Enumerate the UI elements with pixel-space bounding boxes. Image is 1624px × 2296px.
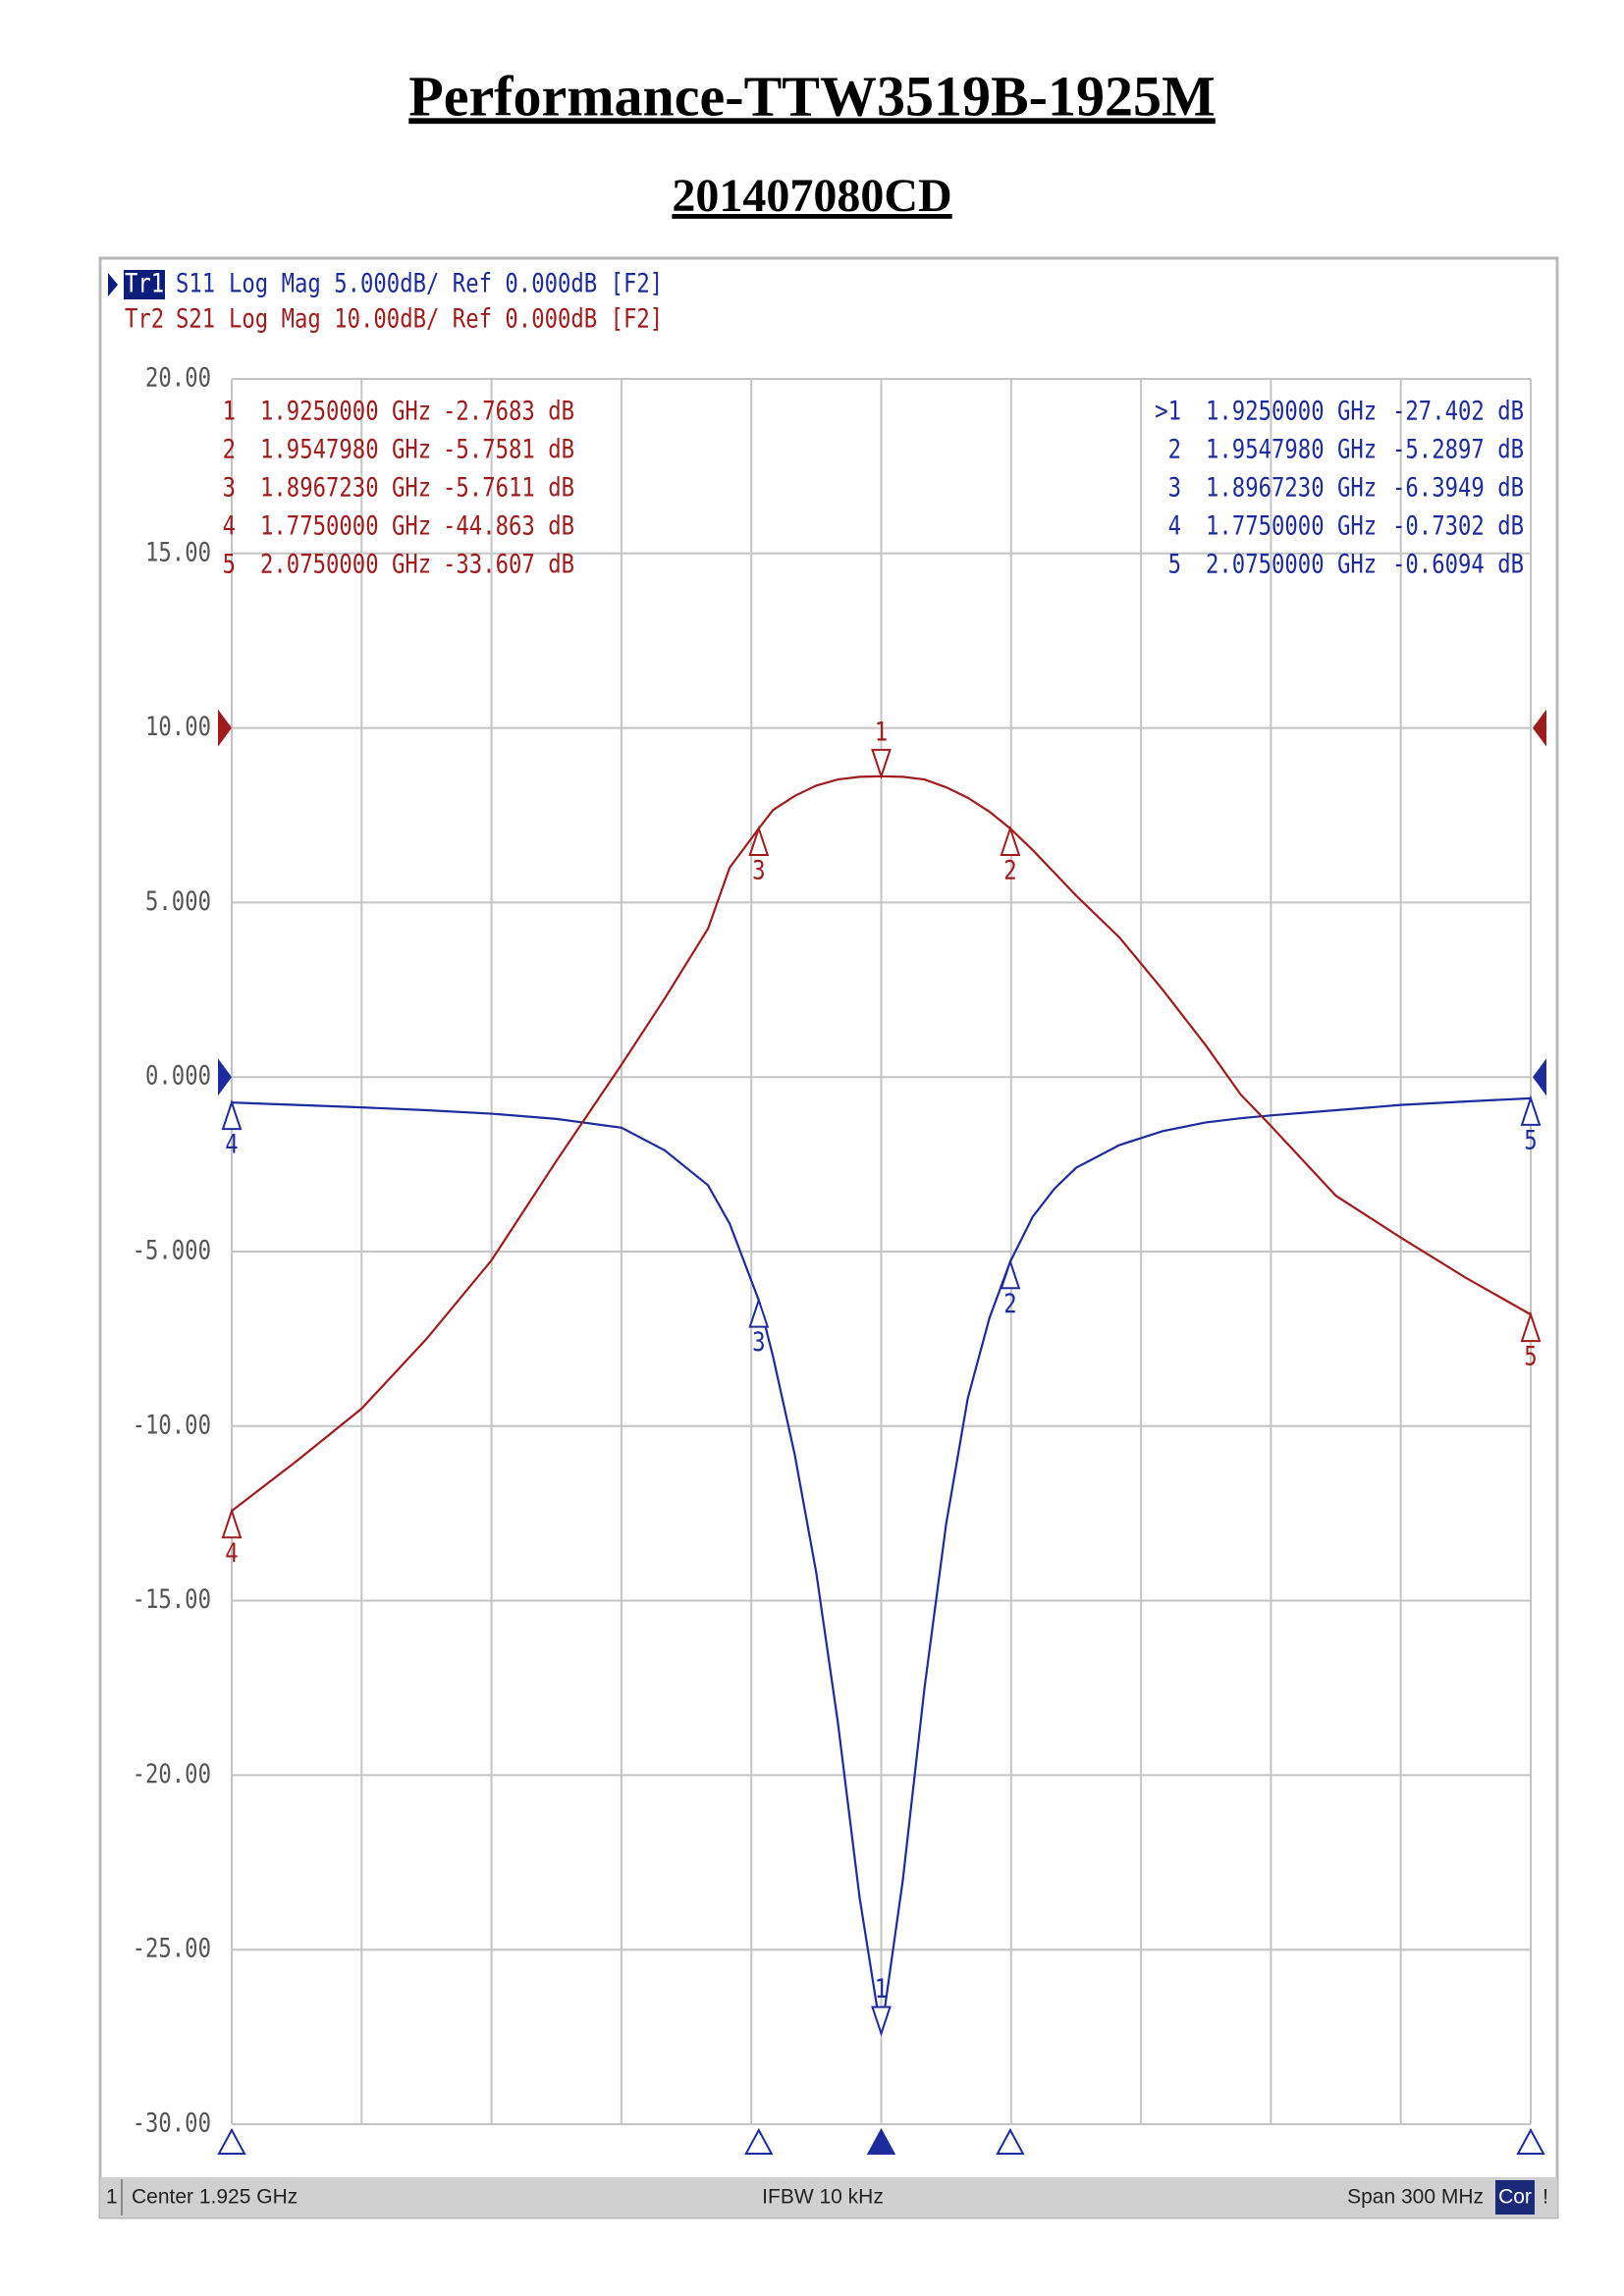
marker-table-value: -5.7581 dB (443, 435, 574, 465)
marker-number: 2 (1003, 855, 1016, 885)
marker-triangle (748, 1297, 770, 1328)
y-tick-label: -25.00 (133, 1934, 211, 1964)
stimulus-marker (996, 2127, 1025, 2155)
marker-triangle (1520, 1095, 1542, 1126)
reference-arrow-left (218, 1058, 232, 1096)
marker-table-frequency: 1.9547980 GHz (1206, 435, 1377, 465)
reference-arrow-right (1533, 709, 1546, 747)
y-tick-label: -10.00 (133, 1410, 211, 1440)
status-flag: ! (1543, 2186, 1548, 2209)
marker-table-label: 3 (223, 473, 236, 504)
y-tick-label: 10.00 (145, 712, 211, 742)
y-tick-label: 0.000 (145, 1061, 211, 1092)
marker-table-label: 5 (1168, 550, 1181, 580)
marker-table-label: 5 (223, 550, 236, 580)
status-correction: Cor (1498, 2186, 1532, 2209)
marker-number: 4 (225, 1538, 238, 1569)
status-span: Span 300 MHz (1347, 2186, 1484, 2209)
active-trace-pointer (108, 273, 118, 296)
correction-box (1495, 2180, 1535, 2215)
marker-triangle (871, 2005, 892, 2037)
marker-table-value: -0.7302 dB (1392, 511, 1524, 542)
marker-table-frequency: 2.0750000 GHz (260, 550, 431, 580)
marker-table-label: 1 (223, 397, 236, 427)
stimulus-marker (744, 2127, 774, 2155)
analyzer-frame (98, 256, 1559, 2219)
y-tick-label: 15.00 (145, 537, 211, 567)
marker-table-value: -27.402 dB (1392, 397, 1524, 427)
page-title: Performance-TTW3519B-1925M (408, 64, 1215, 128)
y-tick-label: -20.00 (133, 1759, 211, 1789)
marker-triangle (221, 1099, 243, 1131)
marker-table-frequency: 1.7750000 GHz (1206, 511, 1377, 542)
marker-table-frequency: 1.9250000 GHz (260, 397, 431, 427)
marker-number: 5 (1524, 1342, 1537, 1372)
reference-arrow-left (218, 709, 232, 747)
marker-table-frequency: 1.9250000 GHz (1206, 397, 1377, 427)
marker-number: 3 (752, 1327, 765, 1358)
marker-table-frequency: 1.7750000 GHz (260, 511, 431, 542)
trace-format: Log Mag 5.000dB/ Ref 0.000dB [F2] (229, 269, 663, 299)
active-trace-box (124, 270, 165, 299)
marker-table-frequency: 1.8967230 GHz (260, 473, 431, 504)
stimulus-marker (1516, 2127, 1545, 2155)
marker-table-label: >1 (1155, 397, 1181, 427)
marker-table-label: 4 (1168, 511, 1181, 542)
trace-format: Log Mag 10.00dB/ Ref 0.000dB [F2] (229, 304, 663, 335)
y-tick-label: -5.000 (133, 1236, 211, 1266)
marker-table-frequency: 2.0750000 GHz (1206, 550, 1377, 580)
marker-table-label: 3 (1168, 473, 1181, 504)
marker-table-value: -5.2897 dB (1392, 435, 1524, 465)
legend-entry: S21 (176, 304, 215, 335)
y-tick-label: -15.00 (133, 1584, 211, 1615)
marker-triangle (748, 825, 770, 857)
marker-triangle (1000, 1258, 1021, 1290)
status-center: Center 1.925 GHz (132, 2186, 298, 2209)
y-tick-label: -30.00 (133, 2109, 211, 2139)
marker-table-frequency: 1.8967230 GHz (1206, 473, 1377, 504)
marker-table-value: -33.607 dB (443, 550, 574, 580)
reference-arrow-right (1533, 1058, 1546, 1096)
legend-entry: S11 (176, 269, 215, 299)
marker-table-label: 2 (223, 435, 236, 465)
trace-id: Tr1 (125, 269, 164, 299)
marker-number: 1 (875, 1974, 888, 2004)
trace-line (231, 774, 1532, 1513)
y-tick-label: 20.00 (145, 363, 211, 394)
marker-table-value: -5.7611 dB (443, 473, 574, 504)
marker-number: 2 (1003, 1289, 1016, 1319)
marker-triangle (221, 1508, 243, 1539)
trace-id: Tr2 (125, 304, 164, 335)
marker-table-label: 4 (223, 511, 236, 542)
marker-triangle (1000, 825, 1021, 856)
marker-triangle (1520, 1310, 1542, 1343)
status-bar (100, 2177, 1557, 2217)
marker-table-frequency: 1.9547980 GHz (260, 435, 431, 465)
status-channel: 1 (106, 2186, 118, 2209)
marker-number: 3 (752, 856, 765, 886)
trace-line (231, 1096, 1532, 2034)
marker-number: 5 (1524, 1125, 1537, 1155)
marker-number: 4 (225, 1130, 238, 1160)
marker-table-label: 2 (1168, 435, 1181, 465)
stimulus-marker (217, 2127, 246, 2155)
marker-triangle (871, 748, 892, 779)
y-tick-label: 5.000 (145, 886, 211, 917)
marker-number: 1 (875, 717, 888, 747)
marker-table-value: -44.863 dB (443, 511, 574, 542)
status-ifbw: IFBW 10 kHz (762, 2186, 884, 2209)
marker-table-value: -6.3949 dB (1392, 473, 1524, 504)
marker-table-value: -2.7683 dB (443, 397, 574, 427)
stimulus-marker (866, 2127, 896, 2155)
marker-table-value: -0.6094 dB (1392, 550, 1524, 580)
page-subtitle: 201407080CD (672, 170, 951, 222)
